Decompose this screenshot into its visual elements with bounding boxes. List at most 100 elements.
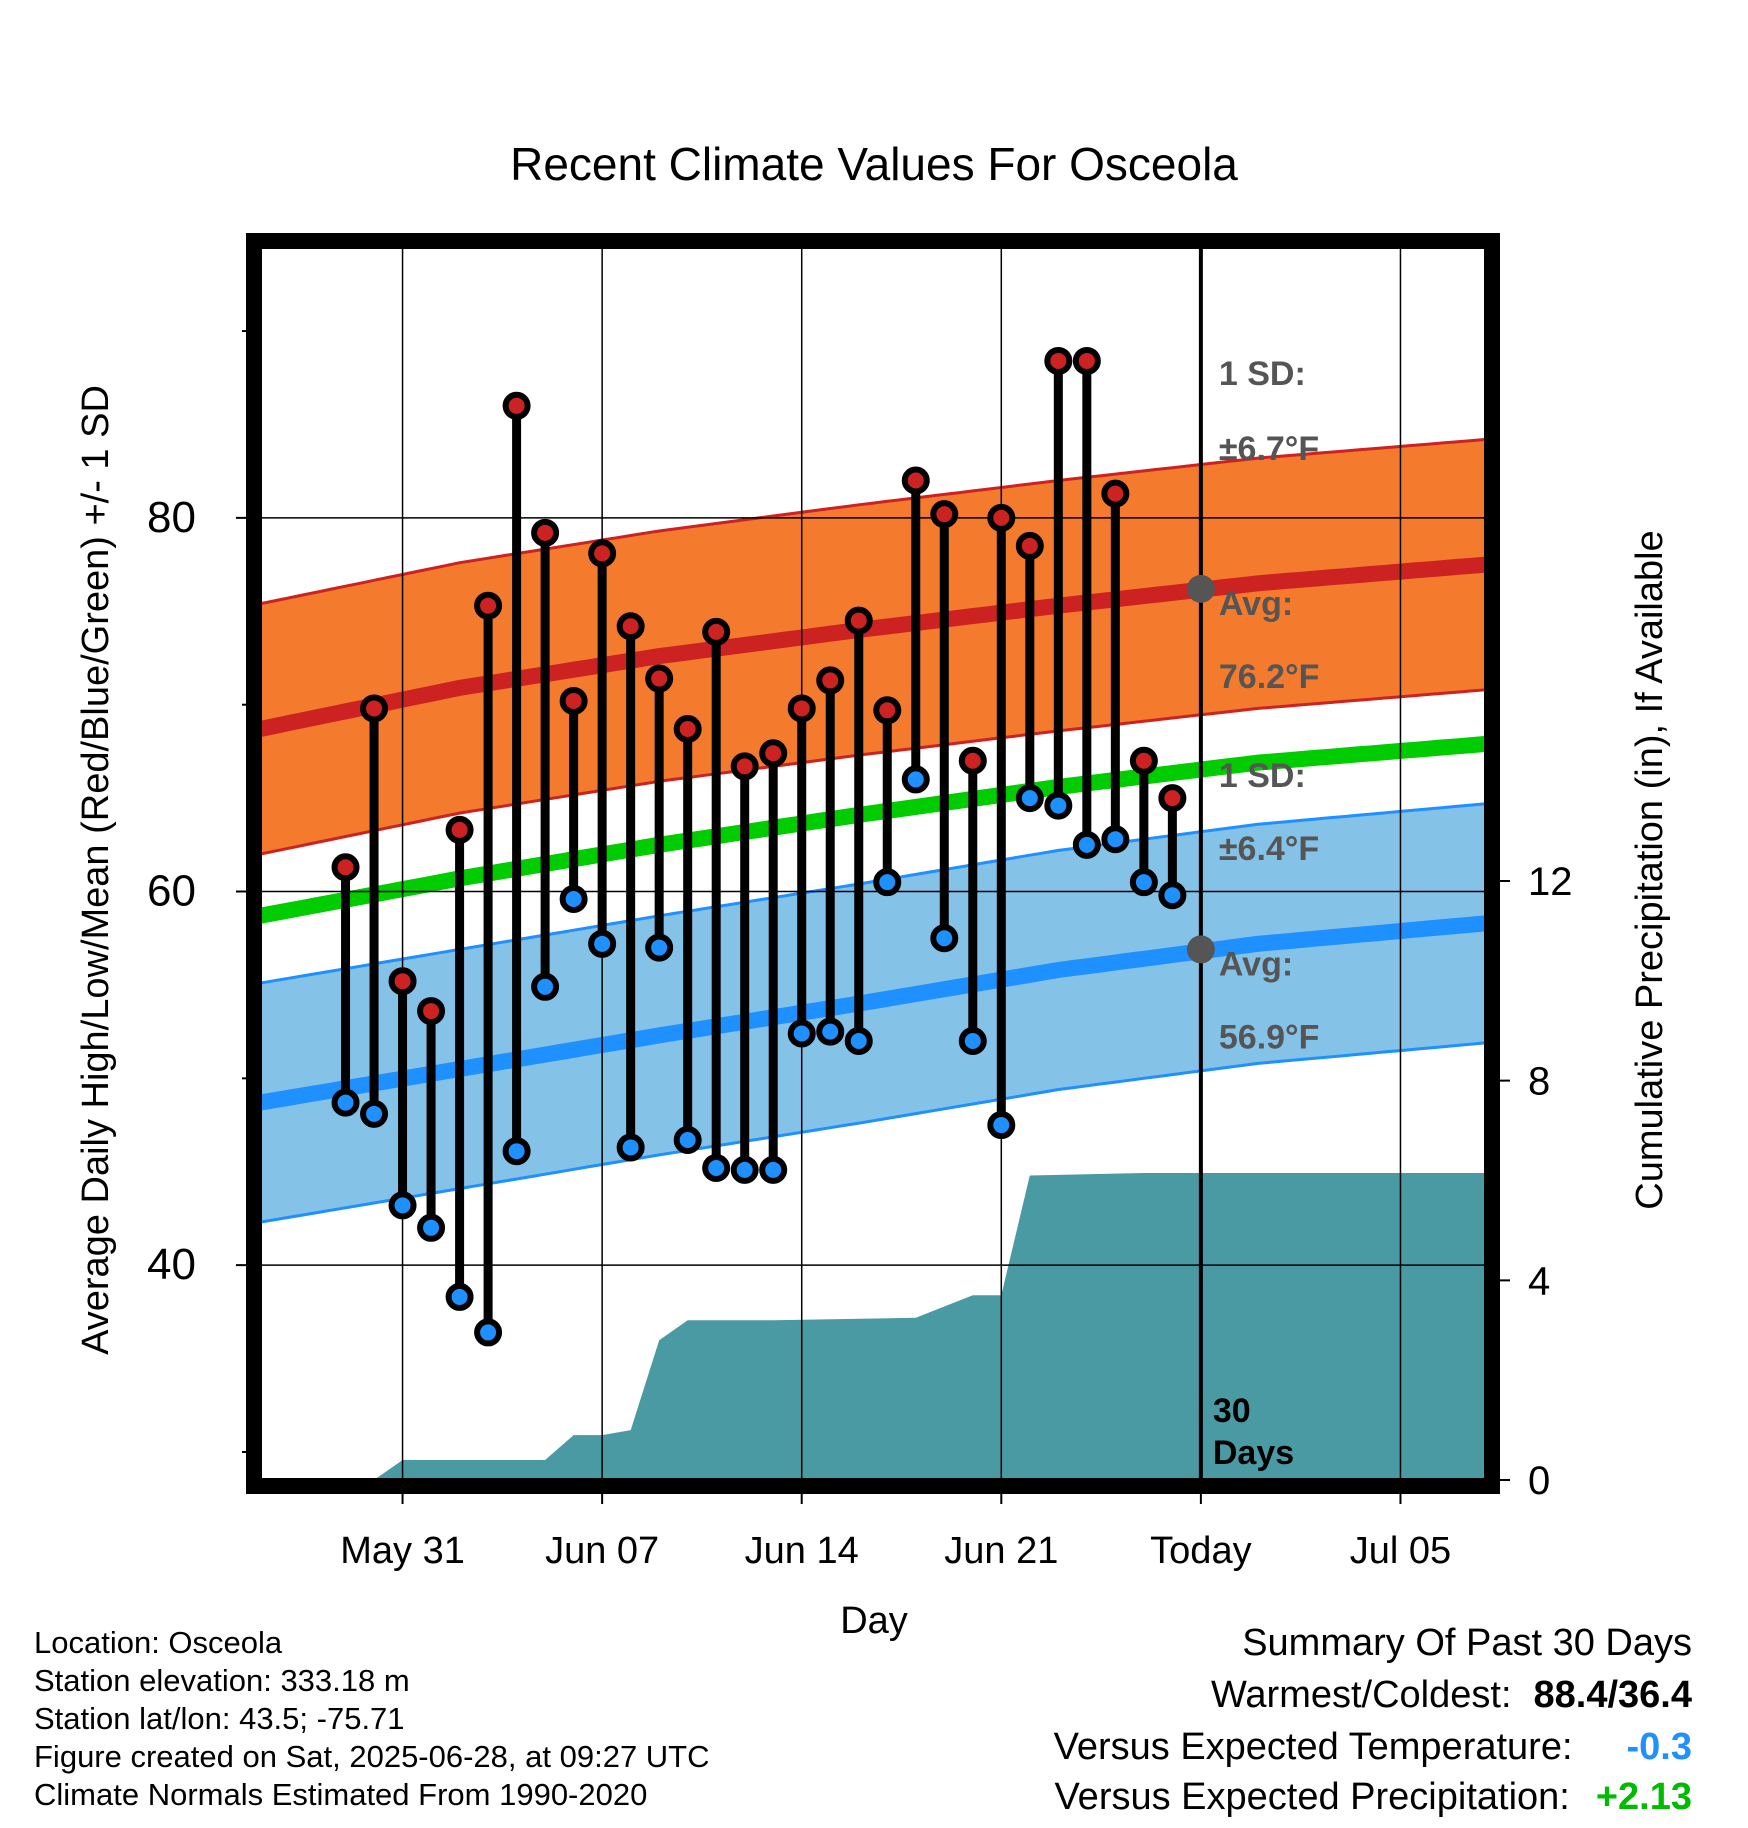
summary-temp: Versus Expected Temperature: -0.3 <box>1054 1726 1692 1769</box>
daily-high-point <box>901 466 930 495</box>
daily-high-point <box>930 500 959 529</box>
daily-low-point <box>588 929 617 958</box>
daily-low-point <box>531 972 560 1001</box>
mean-line <box>260 735 1486 924</box>
daily-low-point <box>930 924 959 953</box>
daily-high-point <box>787 694 816 723</box>
daily-low-point <box>331 1088 360 1117</box>
daily-high-point <box>1044 346 1073 375</box>
y-tick-label: 80 <box>147 493 196 542</box>
daily-high-point <box>873 696 902 725</box>
daily-low-point <box>759 1155 788 1184</box>
daily-low-point <box>559 884 588 913</box>
temp-value: -0.3 <box>1626 1726 1692 1768</box>
y2-tick-label: 12 <box>1528 860 1573 904</box>
daily-low-point <box>1072 830 1101 859</box>
days-word: Days <box>1213 1434 1294 1472</box>
low-avg-line <box>260 915 1486 1111</box>
high-avg-label: Avg: <box>1219 585 1293 623</box>
plot-area: 1 SD: ±6.7°F Avg: 76.2°F 1 SD: ±6.4°F Avg: 56.9… <box>147 233 1573 1572</box>
y2-tick-label: 8 <box>1528 1060 1550 1104</box>
daily-high-point <box>645 664 674 693</box>
x-tick-label: May 31 <box>340 1530 465 1572</box>
daily-high-point <box>445 815 474 844</box>
y-tick-label: 40 <box>147 1240 196 1289</box>
daily-low-point <box>730 1155 759 1184</box>
high-sd-band-upper <box>260 437 1486 606</box>
low-sd-band-lower <box>260 1041 1486 1224</box>
low-sd-band <box>260 803 1486 1223</box>
x-tick-label: Jul 05 <box>1350 1530 1451 1572</box>
y2-tick-label: 0 <box>1528 1459 1550 1503</box>
plot-content <box>260 247 1486 1480</box>
daily-low-point <box>360 1099 389 1128</box>
daily-high-point <box>987 503 1016 532</box>
daily-high-point <box>759 739 788 768</box>
daily-high-point <box>360 694 389 723</box>
daily-high-point <box>1015 531 1044 560</box>
daily-high-point <box>730 752 759 781</box>
daily-low-point <box>1101 825 1130 854</box>
daily-low-point <box>958 1026 987 1055</box>
precip-value: +2.13 <box>1595 1776 1692 1818</box>
summary-warm-cold: Warmest/Coldest: 88.4/36.4 <box>1211 1674 1692 1717</box>
daily-high-point <box>331 853 360 882</box>
daily-high-point <box>1158 784 1187 813</box>
daily-high-point <box>474 591 503 620</box>
daily-low-point <box>474 1318 503 1347</box>
daily-high-point <box>702 617 731 646</box>
daily-low-point <box>1158 881 1187 910</box>
plot-frame <box>246 233 1500 1494</box>
y2-axis-label: Cumulative Precipitation (in), If Availa… <box>1629 530 1671 1209</box>
high-sd-band-lower <box>260 688 1486 856</box>
low-avg-label: Avg: <box>1219 946 1293 984</box>
x-tick-label: Jun 07 <box>545 1530 659 1572</box>
daily-low-point <box>645 933 674 962</box>
daily-low-point <box>502 1137 531 1166</box>
daily-low-point <box>702 1154 731 1183</box>
days-number: 30 <box>1213 1392 1251 1430</box>
daily-high-point <box>958 746 987 775</box>
daily-low-point <box>987 1111 1016 1140</box>
created-text: Figure created on Sat, 2025-06-28, at 09… <box>34 1739 710 1774</box>
x-axis-label: Day <box>840 1600 908 1642</box>
daily-high-point <box>816 666 845 695</box>
daily-high-point <box>388 967 417 996</box>
high-avg-value: 76.2°F <box>1219 658 1320 696</box>
normals-text: Climate Normals Estimated From 1990-2020 <box>34 1777 648 1812</box>
low-sd-label: 1 SD: <box>1219 757 1306 795</box>
y2-tick-label: 4 <box>1528 1259 1550 1303</box>
warm-cold-label: Warmest/Coldest: <box>1210 1674 1512 1716</box>
daily-low-point <box>844 1026 873 1055</box>
daily-low-point <box>673 1125 702 1154</box>
daily-high-point <box>531 518 560 547</box>
x-tick-label: Jun 14 <box>745 1530 859 1572</box>
daily-high-point <box>844 606 873 635</box>
daily-high-point <box>417 997 446 1026</box>
daily-low-point <box>616 1133 645 1162</box>
daily-high-point <box>1072 346 1101 375</box>
y-axis-label: Average Daily High/Low/Mean (Red/Blue/Gr… <box>75 385 117 1355</box>
chart-title: Recent Climate Values For Osceola <box>510 138 1238 190</box>
daily-low-point <box>1129 868 1158 897</box>
latlon-text: Station lat/lon: 43.5; -75.71 <box>34 1701 405 1736</box>
high-sd-label: 1 SD: <box>1219 355 1306 393</box>
low-sd-value: ±6.4°F <box>1219 830 1319 868</box>
daily-high-point <box>673 714 702 743</box>
precip-area <box>345 1173 1486 1480</box>
today-high-avg-marker <box>1186 574 1215 603</box>
y-tick-label: 60 <box>147 867 196 916</box>
daily-high-point <box>616 612 645 641</box>
high-avg-line <box>260 556 1486 737</box>
summary-precip: Versus Expected Precipitation: +2.13 <box>1054 1776 1692 1819</box>
daily-high-point <box>559 686 588 715</box>
daily-low-point <box>816 1017 845 1046</box>
daily-low-point <box>1015 784 1044 813</box>
low-avg-value: 56.9°F <box>1219 1018 1320 1056</box>
x-tick-label: Jun 21 <box>944 1530 1058 1572</box>
daily-high-point <box>1101 479 1130 508</box>
today-low-avg-marker <box>1186 935 1215 964</box>
temp-label: Versus Expected Temperature: <box>1053 1726 1573 1768</box>
daily-low-point <box>873 868 902 897</box>
